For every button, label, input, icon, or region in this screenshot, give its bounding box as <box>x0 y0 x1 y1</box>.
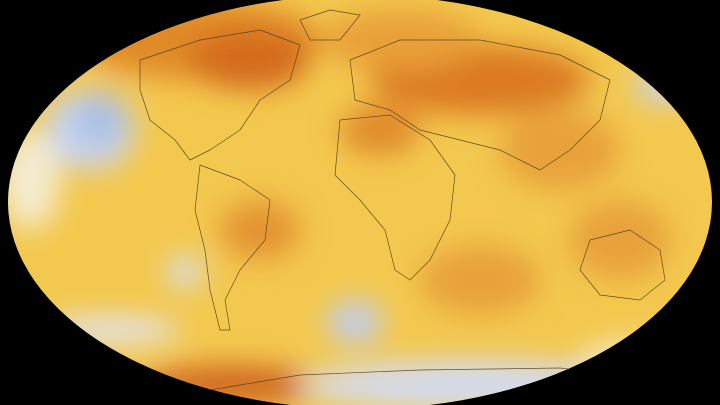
australia <box>579 229 666 301</box>
warm-region <box>500 110 620 190</box>
warm-region <box>570 200 670 280</box>
north-america <box>139 29 301 161</box>
africa <box>334 114 456 281</box>
warm-region <box>340 105 420 155</box>
south-america <box>194 164 271 331</box>
greenland <box>299 9 361 41</box>
cool-region <box>75 95 125 145</box>
warm-region <box>220 200 300 260</box>
warm-region <box>190 30 310 90</box>
eurasia <box>349 39 611 171</box>
cool-region <box>167 256 203 288</box>
warm-region <box>420 245 540 315</box>
cool-region <box>327 300 383 344</box>
